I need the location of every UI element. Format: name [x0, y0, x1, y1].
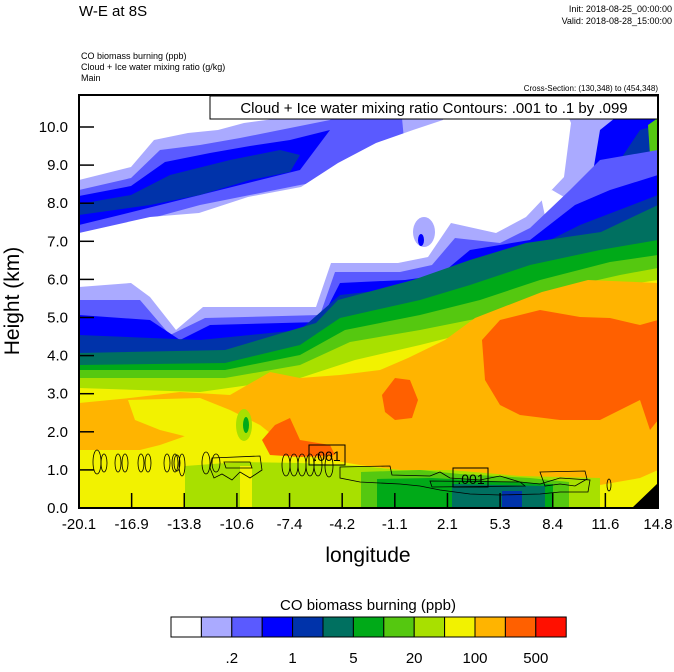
x-tick-label: -10.6 — [220, 516, 254, 533]
co-level-lavender-blob — [413, 217, 435, 247]
colorbar-swatch — [474, 616, 506, 638]
colorbar-label: 500 — [523, 650, 548, 667]
x-tick-label: 8.4 — [542, 516, 563, 533]
colorbar-swatch — [413, 616, 446, 638]
co-level-teal-surface — [452, 484, 545, 508]
cross-section-label: Cross-Section: (130,348) to (454,348) — [524, 84, 659, 93]
contour-legend: Cloud + Ice water mixing ratio Contours:… — [209, 95, 659, 120]
x-tick-label: -7.4 — [277, 516, 303, 533]
colorbar-swatch — [322, 616, 354, 638]
contour-label-1: .001 — [308, 444, 346, 466]
figure-title: W-E at 8S — [79, 3, 147, 20]
co-level-redorange-west — [262, 418, 335, 457]
colorbar-swatch — [200, 616, 233, 638]
x-axis-label: longitude — [325, 544, 410, 567]
co-field: .001 .001 — [79, 95, 658, 508]
x-tick-label: 2.1 — [437, 516, 458, 533]
y-tick-label: 3.0 — [47, 386, 68, 403]
co-level-blue-blob — [418, 234, 424, 246]
svg-text:.001: .001 — [313, 448, 340, 464]
x-tick-label: 11.6 — [591, 516, 619, 533]
y-tick-label: 8.0 — [47, 195, 68, 212]
co-level-white-middle — [79, 97, 571, 330]
valid-time: Valid: 2018-08-28_15:00:00 — [562, 16, 672, 26]
x-tick-label: -13.8 — [167, 516, 201, 533]
colorbar: .2 1 5 20 100 500 — [170, 616, 567, 667]
svg-text:Cloud + Ice water mixing ratio: Cloud + Ice water mixing ratio Contours:… — [240, 100, 627, 117]
colorbar-swatch — [504, 616, 537, 638]
co-level-yellow-strip — [240, 466, 252, 508]
colorbar-label: 20 — [406, 650, 423, 667]
y-tick-label: 1.0 — [47, 462, 68, 479]
field-label-cloud: Cloud + Ice water mixing ratio (g/kg) — [81, 62, 225, 72]
svg-text:.001: .001 — [457, 471, 484, 487]
colorbar-swatch — [231, 616, 263, 638]
colorbar-swatch — [170, 616, 202, 638]
colorbar-label: 1 — [288, 650, 296, 667]
field-label-co: CO biomass burning (ppb) — [81, 51, 187, 61]
axes: -20.1 -16.9 -13.8 -10.6 -7.4 -4.2 -1.1 2.1 5.3 8.… — [39, 119, 673, 533]
colorbar-swatch — [261, 616, 294, 638]
co-level-green-blob — [243, 417, 249, 433]
colorbar-swatch — [383, 616, 415, 638]
colorbar-label: 100 — [462, 650, 487, 667]
x-tick-label: -4.2 — [329, 516, 355, 533]
y-tick-label: 9.0 — [47, 157, 68, 174]
y-tick-label: 10.0 — [39, 119, 68, 136]
colorbar-swatch — [444, 616, 476, 638]
plot-frame — [78, 94, 659, 509]
co-level-redorange-east — [482, 310, 658, 430]
colorbar-swatch — [352, 616, 385, 638]
y-tick-label: 4.0 — [47, 348, 68, 365]
terrain — [632, 483, 658, 508]
colorbar-label: .2 — [226, 650, 239, 667]
cloud-contours — [92, 449, 612, 496]
co-level-darkblue-upper — [79, 150, 300, 215]
x-tick-label: -16.9 — [115, 516, 149, 533]
co-level-redorange-mid — [382, 378, 418, 420]
contour-label-2: .001 — [452, 467, 489, 488]
colorbar-swatch — [292, 616, 324, 638]
colorbar-swatch — [535, 616, 567, 638]
y-tick-label: 0.0 — [47, 500, 68, 517]
y-tick-label: 5.0 — [47, 310, 68, 327]
y-tick-label: 2.0 — [47, 424, 68, 441]
x-tick-label: -1.1 — [382, 516, 408, 533]
colorbar-label: 5 — [349, 650, 357, 667]
y-tick-label: 7.0 — [47, 233, 68, 250]
y-axis-label: Height (km) — [1, 247, 24, 356]
co-level-green-topright — [648, 118, 658, 160]
field-label-main: Main — [81, 73, 101, 83]
y-tick-label: 6.0 — [47, 271, 68, 288]
x-tick-label: -20.1 — [62, 516, 96, 533]
init-time: Init: 2018-08-25_00:00:00 — [569, 4, 672, 14]
colorbar-title: CO biomass burning (ppb) — [280, 597, 456, 614]
x-tick-label: 5.3 — [490, 516, 511, 533]
x-tick-label: 14.8 — [643, 516, 672, 533]
co-level-darkblue-surface — [502, 491, 522, 508]
